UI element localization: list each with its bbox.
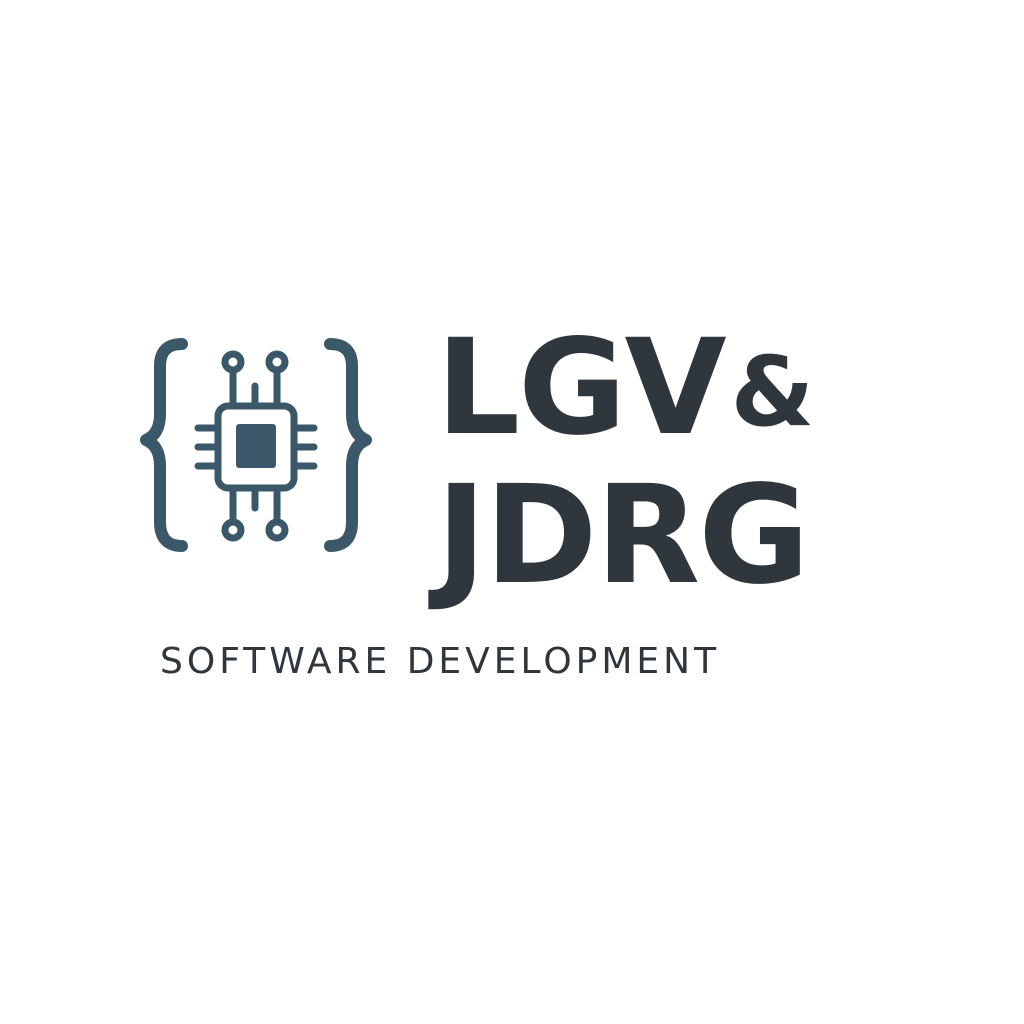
company-wordmark: LGV& JDRG (436, 322, 876, 615)
wordmark-ampersand: & (730, 336, 815, 448)
company-tagline: SOFTWARE DEVELOPMENT (160, 641, 721, 682)
chip-core (236, 424, 276, 468)
wordmark-line-1: LGV& (436, 322, 815, 454)
braces-chip-icon (138, 332, 378, 562)
wordmark-initials-1: LGV (436, 311, 727, 465)
right-brace (324, 338, 372, 552)
wordmark-line-2: JDRG (436, 457, 810, 615)
left-brace (140, 338, 188, 552)
